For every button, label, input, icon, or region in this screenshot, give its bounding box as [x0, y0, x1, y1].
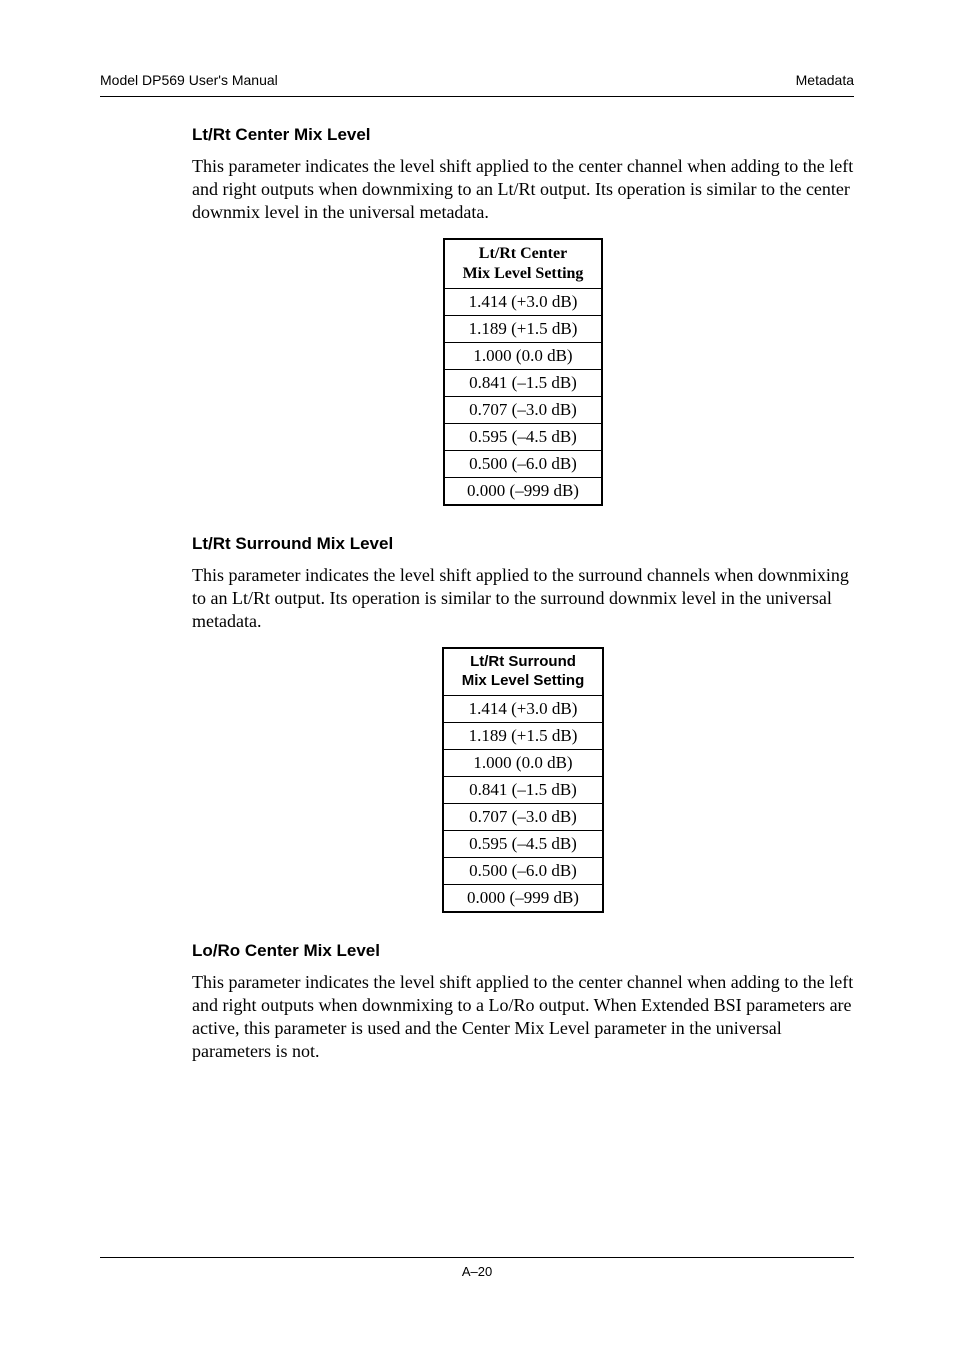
heading-ltrt-center: Lt/Rt Center Mix Level	[192, 125, 854, 145]
table-row: 0.707 (–3.0 dB)	[444, 397, 603, 424]
body-loro-center: This parameter indicates the level shift…	[192, 971, 854, 1063]
table-row: 0.500 (–6.0 dB)	[443, 857, 604, 884]
table-row: 0.841 (–1.5 dB)	[443, 776, 604, 803]
heading-ltrt-surround: Lt/Rt Surround Mix Level	[192, 534, 854, 554]
table-row: 1.414 (+3.0 dB)	[443, 695, 604, 722]
section-ltrt-center: Lt/Rt Center Mix Level This parameter in…	[192, 125, 854, 506]
table-row: 0.000 (–999 dB)	[443, 884, 604, 912]
table-row: 0.595 (–4.5 dB)	[444, 424, 603, 451]
table-header-line1: Lt/Rt Center	[479, 245, 567, 262]
table-header-line2: Mix Level Setting	[462, 672, 585, 689]
section-ltrt-surround: Lt/Rt Surround Mix Level This parameter …	[192, 534, 854, 913]
table-row: 0.707 (–3.0 dB)	[443, 803, 604, 830]
table-row: 1.189 (+1.5 dB)	[443, 722, 604, 749]
running-header: Model DP569 User's Manual Metadata	[100, 72, 854, 96]
table-header: Lt/Rt Surround Mix Level Setting	[443, 648, 604, 695]
table-row: 1.414 (+3.0 dB)	[444, 289, 603, 316]
table-header: Lt/Rt Center Mix Level Setting	[444, 239, 603, 289]
body-ltrt-surround: This parameter indicates the level shift…	[192, 564, 854, 633]
header-right: Metadata	[796, 72, 854, 88]
table-row: 1.000 (0.0 dB)	[444, 343, 603, 370]
page-footer: A–20	[0, 1257, 954, 1279]
header-rule	[100, 96, 854, 97]
table-row: 0.841 (–1.5 dB)	[444, 370, 603, 397]
heading-loro-center: Lo/Ro Center Mix Level	[192, 941, 854, 961]
body-ltrt-center: This parameter indicates the level shift…	[192, 155, 854, 224]
section-loro-center: Lo/Ro Center Mix Level This parameter in…	[192, 941, 854, 1063]
header-left: Model DP569 User's Manual	[100, 72, 278, 88]
page-content: Model DP569 User's Manual Metadata Lt/Rt…	[0, 0, 954, 1063]
table-ltrt-center: Lt/Rt Center Mix Level Setting 1.414 (+3…	[443, 238, 604, 506]
table-header-line1: Lt/Rt Surround	[470, 653, 576, 670]
table-row: 0.500 (–6.0 dB)	[444, 451, 603, 478]
table-row: 1.189 (+1.5 dB)	[444, 316, 603, 343]
table-ltrt-surround: Lt/Rt Surround Mix Level Setting 1.414 (…	[442, 647, 605, 913]
table-row: 0.000 (–999 dB)	[444, 478, 603, 506]
footer-rule	[100, 1257, 854, 1258]
page-number: A–20	[100, 1264, 854, 1279]
table-row: 1.000 (0.0 dB)	[443, 749, 604, 776]
table-header-line2: Mix Level Setting	[463, 265, 584, 282]
table-row: 0.595 (–4.5 dB)	[443, 830, 604, 857]
